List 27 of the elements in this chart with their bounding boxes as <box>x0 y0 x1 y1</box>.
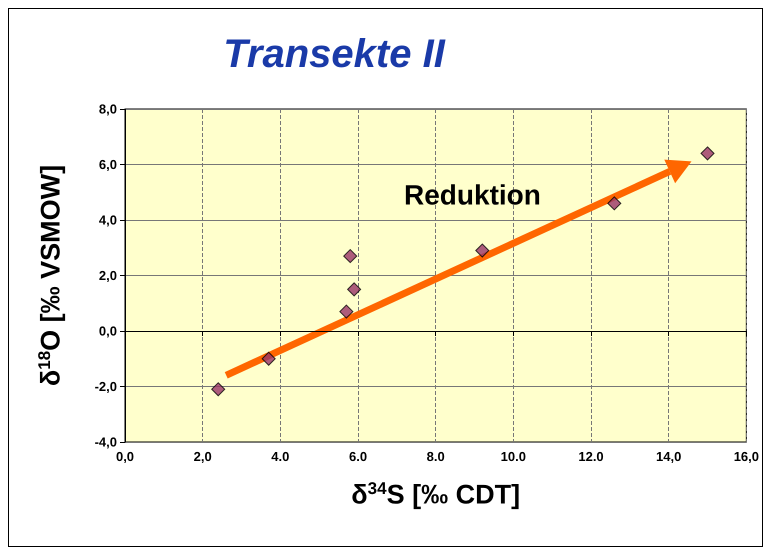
point <box>607 196 622 210</box>
point <box>347 282 362 296</box>
point <box>700 146 715 160</box>
y-tick-label: 4,0 <box>98 212 117 228</box>
x-tick-label: 10.0 <box>500 449 526 464</box>
y-tick-label: 0,0 <box>98 324 117 338</box>
y-tick-label: -4,0 <box>94 434 117 450</box>
x-tick-label: 4.0 <box>271 449 290 464</box>
x-tick-label: 0,0 <box>116 449 134 464</box>
x-tick-label: 8.0 <box>426 449 445 464</box>
y-tick-label: 6,0 <box>98 157 117 172</box>
point <box>262 352 276 366</box>
y-tick-label: -2,0 <box>94 379 117 394</box>
point <box>211 382 226 396</box>
point <box>339 304 354 319</box>
point <box>475 244 490 258</box>
point <box>343 249 358 264</box>
x-tick-label: 2,0 <box>194 449 212 464</box>
y-tick-label: 8,0 <box>98 102 117 116</box>
x-tick-label: 12.0 <box>578 449 604 464</box>
y-axis-title: δ18O [‰ VSMOW] <box>35 164 66 386</box>
y-tick-label: 2,0 <box>98 268 117 283</box>
x-tick-label: 6.0 <box>348 449 368 464</box>
chart-title: Transekte II <box>223 32 446 76</box>
annotation: Reduktion <box>404 180 541 210</box>
x-tick-label: 16,0 <box>734 449 760 464</box>
x-tick-label: 14,0 <box>656 449 682 464</box>
